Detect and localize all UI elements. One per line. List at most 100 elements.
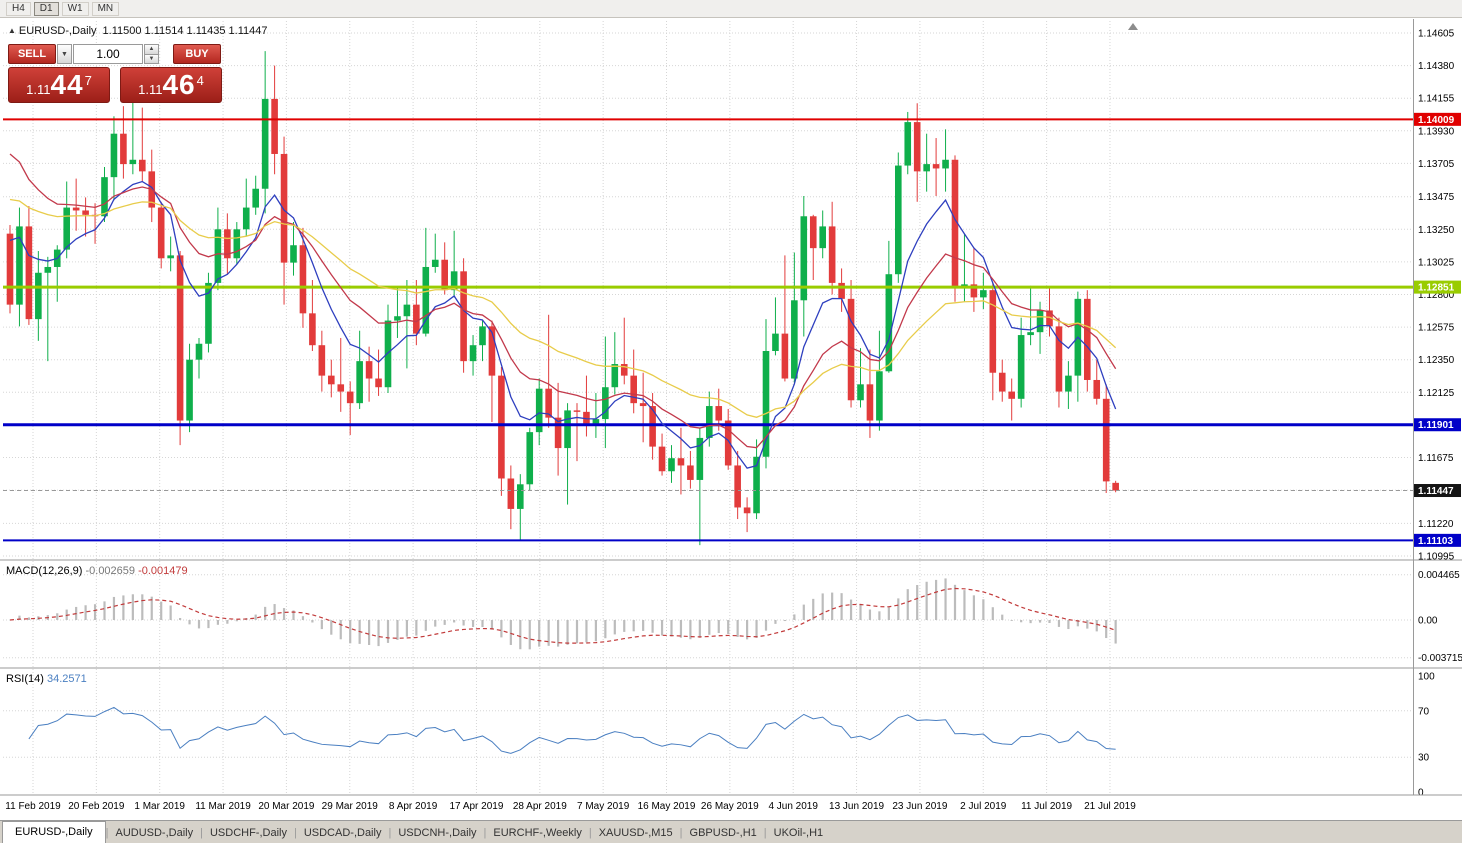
rsi-indicator-label: RSI(14) 34.2571 — [6, 673, 87, 685]
tab-eurusd-daily[interactable]: EURUSD-,Daily — [2, 821, 106, 843]
svg-text:1.11103: 1.11103 — [1418, 536, 1453, 547]
timeframe-d1-button[interactable]: D1 — [33, 1, 59, 16]
price-axis-label: 1.13025 — [1418, 257, 1455, 268]
date-axis-label: 1 Mar 2019 — [134, 801, 185, 812]
sell-button[interactable]: SELL — [8, 44, 56, 64]
tab-xauusd-m15[interactable]: XAUUSD-,M15 — [598, 827, 673, 839]
price-axis-label: 1.10995 — [1418, 552, 1455, 563]
macd-layer — [9, 578, 1117, 650]
tab-ukoil-h1[interactable]: UKOil-,H1 — [773, 827, 824, 839]
chevron-down-icon: ▼ — [61, 50, 68, 58]
date-axis-label: 26 May 2019 — [701, 801, 759, 812]
timeframe-toolbar: H4 D1 W1 MN — [0, 0, 1462, 18]
buy-price-prefix: 1.11 — [138, 82, 163, 97]
date-axis-label: 7 May 2019 — [577, 801, 630, 812]
tab-separator: | — [763, 827, 767, 839]
tab-separator: | — [679, 827, 683, 839]
hline-price-tag — [1414, 418, 1461, 432]
moving-average-line — [9, 153, 1117, 449]
chart-symbol-label: EURUSD-,Daily — [18, 25, 97, 37]
rsi-layer — [28, 706, 1116, 754]
sell-price-prefix: 1.11 — [26, 82, 51, 97]
chart-shift-marker-icon[interactable] — [1128, 23, 1138, 30]
macd-axis-label: 0.00 — [1418, 616, 1438, 627]
sell-price-display[interactable]: 1.11 44 7 — [8, 67, 110, 103]
tab-separator: | — [200, 827, 203, 839]
tab-usdcad-daily[interactable]: USDCAD-,Daily — [303, 827, 382, 839]
hline-price-tag — [1414, 533, 1461, 547]
price-axis-label: 1.12125 — [1418, 388, 1455, 399]
tab-eurchf-weekly[interactable]: EURCHF-,Weekly — [493, 827, 582, 839]
tab-audusd-daily[interactable]: AUDUSD-,Daily — [115, 827, 194, 839]
timeframe-mn-button[interactable]: MN — [91, 1, 120, 16]
rsi-axis-label: 0 — [1418, 788, 1424, 799]
macd-axis-label: 0.004465 — [1418, 570, 1460, 581]
volume-decrease-button[interactable]: ▼ — [144, 54, 159, 64]
buy-price-pipette: 4 — [196, 73, 204, 88]
price-axis-label: 1.11675 — [1418, 453, 1454, 464]
chart-tabs-bar: EURUSD-,Daily | AUDUSD-,Daily | USDCHF-,… — [0, 820, 1462, 843]
rsi-axis-label: 70 — [1418, 706, 1430, 717]
date-axis-label: 20 Mar 2019 — [258, 801, 315, 812]
sell-price-pips: 44 — [50, 69, 84, 100]
hline-price-tag — [1414, 112, 1461, 126]
caret-down-icon: ▼ — [148, 55, 155, 62]
date-axis-label: 16 May 2019 — [638, 801, 696, 812]
date-axis-label: 29 Mar 2019 — [322, 801, 379, 812]
date-axis-label: 2 Jul 2019 — [960, 801, 1007, 812]
volume-increase-button[interactable]: ▲ — [144, 44, 159, 55]
price-axis-label: 1.12350 — [1418, 355, 1455, 366]
date-axis-label: 23 Jun 2019 — [892, 801, 947, 812]
sell-price-pipette: 7 — [84, 73, 92, 88]
tab-usdchf-daily[interactable]: USDCHF-,Daily — [209, 827, 287, 839]
tab-separator: | — [588, 827, 592, 839]
labels-layer: 11 Feb 2019 20 Feb 2019 1 Mar 2019 11 Mar 2… — [5, 23, 1138, 812]
svg-text:1.11447: 1.11447 — [1418, 486, 1454, 497]
date-axis-label: 20 Feb 2019 — [68, 801, 125, 812]
buy-button[interactable]: BUY — [173, 44, 221, 64]
ma-layer — [9, 153, 1117, 469]
moving-average-line — [9, 198, 1117, 418]
timeframe-w1-button[interactable]: W1 — [61, 1, 89, 16]
rsi-axis-label: 30 — [1418, 753, 1430, 764]
svg-text:1.12851: 1.12851 — [1418, 283, 1455, 294]
date-axis-label: 11 Jul 2019 — [1021, 801, 1072, 812]
volume-input[interactable] — [73, 44, 143, 64]
macd-indicator-label: MACD(12,26,9) -0.002659 -0.001479 — [6, 565, 188, 577]
price-axis-label: 1.13250 — [1418, 225, 1455, 236]
svg-text:1.14009: 1.14009 — [1418, 115, 1455, 126]
tab-separator: | — [483, 827, 487, 839]
tags-layer: 1.14009 1.12851 1.11901 1.11103 1.11447 — [1414, 112, 1461, 547]
tab-separator: | — [293, 827, 297, 839]
price-chart[interactable]: 1.14605 1.14380 1.14155 1.13930 1.13705 1.134… — [0, 19, 1462, 820]
tab-usdcnh-daily[interactable]: USDCNH-,Daily — [398, 827, 477, 839]
price-axis-label: 1.13475 — [1418, 192, 1455, 203]
hlines-layer — [3, 118, 1413, 542]
chart-ohlc-values: 1.11500 1.11514 1.11435 1.11447 — [102, 25, 268, 37]
price-axis-label: 1.12575 — [1418, 323, 1455, 334]
timeframe-h4-button[interactable]: H4 — [6, 1, 31, 16]
macd-axis-label: -0.003715 — [1418, 653, 1462, 664]
rsi-axis-label: 100 — [1418, 672, 1435, 683]
date-axis-label: 17 Apr 2019 — [449, 801, 503, 812]
chart-header: ▲ EURUSD-,Daily 1.11500 1.11514 1.11435 1.… — [8, 25, 268, 37]
tab-separator: | — [388, 827, 392, 839]
tab-separator: | — [105, 827, 109, 839]
date-axis-label: 13 Jun 2019 — [829, 801, 884, 812]
rsi-line — [28, 706, 1116, 754]
price-axis-label: 1.14155 — [1418, 94, 1455, 105]
one-click-panel-toggle-icon[interactable]: ▲ — [8, 26, 16, 35]
volume-dropdown[interactable]: ▼ — [57, 44, 72, 64]
buy-price-pips: 46 — [162, 69, 196, 100]
date-axis-label: 4 Jun 2019 — [768, 801, 818, 812]
macd-signal-line — [9, 587, 1116, 644]
svg-text:1.11901: 1.11901 — [1418, 420, 1454, 431]
caret-up-icon: ▲ — [148, 46, 155, 53]
buy-price-display[interactable]: 1.11 46 4 — [120, 67, 222, 103]
date-axis-label: 21 Jul 2019 — [1084, 801, 1136, 812]
quote-boxes-row: 1.11 44 7 1.11 46 4 — [8, 67, 222, 103]
tab-gbpusd-h1[interactable]: GBPUSD-,H1 — [689, 827, 757, 839]
bid-price-tag — [1414, 484, 1461, 498]
price-axis-label: 1.12800 — [1418, 290, 1455, 301]
